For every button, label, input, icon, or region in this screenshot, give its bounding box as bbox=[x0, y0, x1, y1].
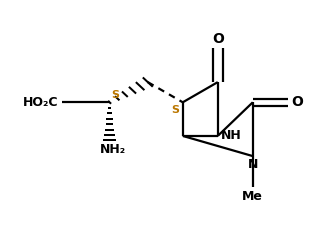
Text: O: O bbox=[212, 32, 224, 46]
Text: HO₂C: HO₂C bbox=[23, 96, 59, 109]
Text: S: S bbox=[172, 104, 179, 115]
Text: N: N bbox=[247, 158, 258, 171]
Text: NH: NH bbox=[221, 129, 242, 142]
Text: S: S bbox=[111, 90, 119, 100]
Text: O: O bbox=[291, 95, 303, 109]
Text: NH₂: NH₂ bbox=[100, 143, 126, 156]
Text: Me: Me bbox=[242, 190, 263, 203]
